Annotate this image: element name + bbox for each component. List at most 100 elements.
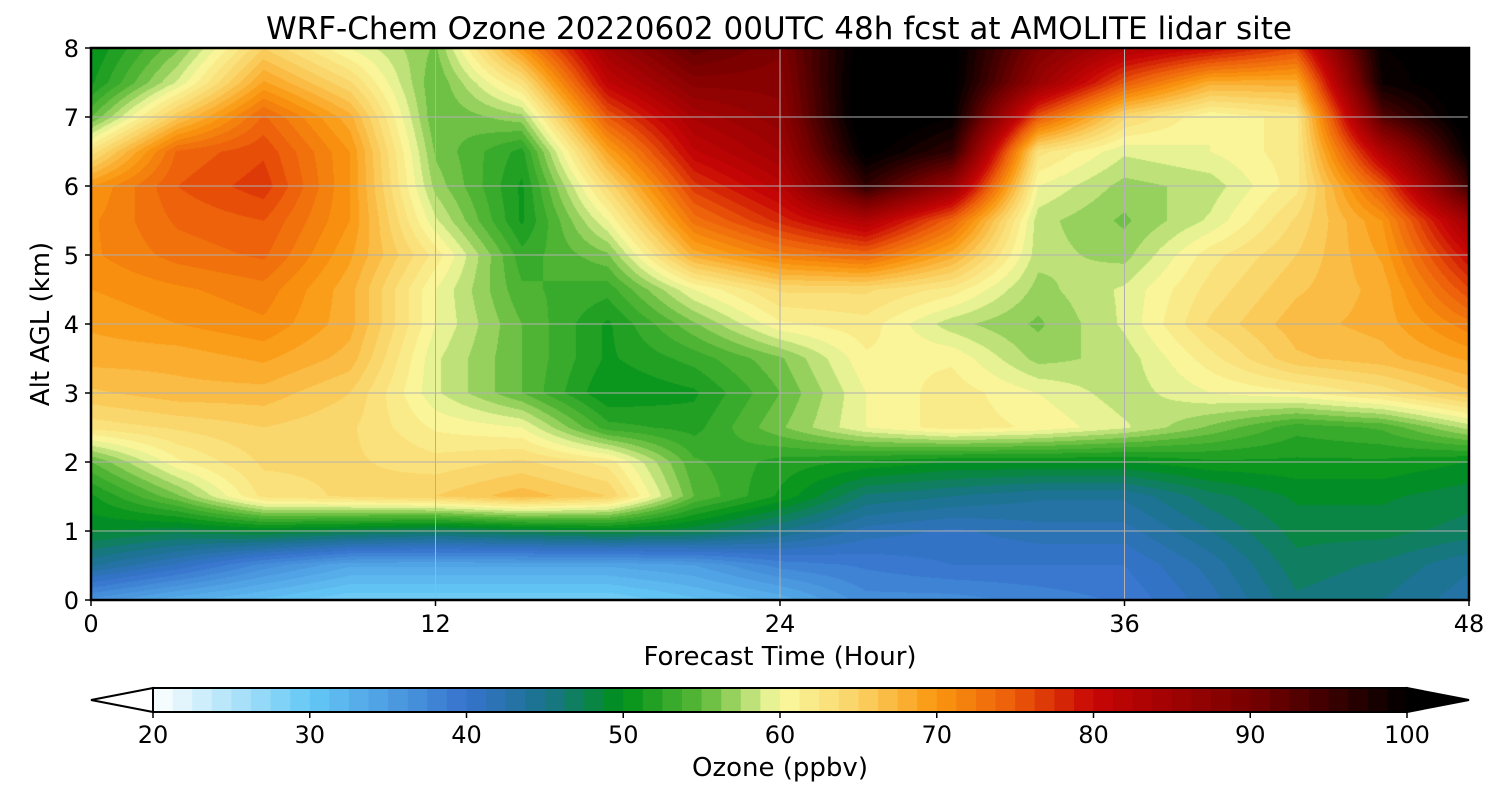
y-axis-label: Alt AGL (km) — [26, 242, 56, 406]
y-tick-label: 3 — [64, 380, 79, 408]
colorbar-segments — [153, 688, 1408, 712]
colorbar-segment — [192, 688, 213, 712]
y-axis: 0 1 2 3 4 5 6 7 8 — [64, 35, 91, 615]
colorbar-segment — [917, 688, 938, 712]
y-tick-label: 2 — [64, 449, 79, 477]
colorbar-segment — [1073, 688, 1095, 712]
colorbar-segment — [584, 688, 605, 712]
colorbar-segment — [1367, 688, 1389, 712]
colorbar-tick-label: 80 — [1078, 721, 1109, 749]
colorbar-segment — [407, 688, 428, 712]
colorbar-segment — [662, 688, 683, 712]
colorbar-segment — [1328, 688, 1349, 712]
colorbar-segment — [838, 688, 859, 712]
colorbar-segment — [270, 688, 291, 712]
colorbar-segment — [721, 688, 742, 712]
colorbar-ticks: 20 30 40 50 60 70 80 90 100 — [138, 712, 1430, 749]
colorbar-segment — [975, 688, 997, 712]
colorbar-tick-label: 60 — [765, 721, 796, 749]
colorbar-segment — [1211, 688, 1232, 712]
colorbar-segment — [211, 688, 232, 712]
colorbar-segment — [172, 688, 193, 712]
colorbar-segment — [153, 688, 174, 712]
colorbar-segment — [1054, 688, 1075, 712]
y-tick-label: 0 — [64, 587, 79, 615]
plot-area — [89, 46, 1471, 602]
colorbar-segment — [936, 688, 957, 712]
colorbar-segment — [388, 688, 409, 712]
chart-title: WRF-Chem Ozone 20220602 00UTC 48h fcst a… — [266, 11, 1292, 47]
colorbar-tick-label: 20 — [138, 721, 169, 749]
colorbar-segment — [544, 688, 566, 712]
colorbar-segment — [250, 688, 272, 712]
colorbar-tick-label: 40 — [451, 721, 482, 749]
colorbar-segment — [231, 688, 252, 712]
colorbar-segment — [760, 688, 781, 712]
colorbar-segment — [877, 688, 899, 712]
colorbar-segment — [956, 688, 977, 712]
x-tick-label: 24 — [765, 610, 796, 638]
colorbar-segment — [1289, 688, 1310, 712]
colorbar-segment — [1250, 688, 1271, 712]
colorbar-segment — [780, 688, 801, 712]
y-tick-label: 8 — [64, 35, 79, 63]
colorbar-segment — [799, 688, 820, 712]
colorbar-segment — [701, 688, 722, 712]
colorbar-segment — [995, 688, 1016, 712]
colorbar-segment — [603, 688, 624, 712]
colorbar-segment — [525, 688, 546, 712]
colorbar-segment — [368, 688, 389, 712]
colorbar-tick-label: 50 — [608, 721, 639, 749]
x-tick-label: 0 — [83, 610, 98, 638]
colorbar-tick-label: 100 — [1384, 721, 1430, 749]
colorbar-segment — [309, 688, 330, 712]
colorbar-tick-label: 90 — [1235, 721, 1266, 749]
colorbar-segment — [1015, 688, 1036, 712]
colorbar-segment — [682, 688, 703, 712]
colorbar-segment — [1230, 688, 1251, 712]
colorbar-segment — [642, 688, 664, 712]
colorbar-segment — [1034, 688, 1055, 712]
colorbar-segment — [1191, 688, 1212, 712]
y-tick-label: 1 — [64, 518, 79, 546]
x-tick-label: 48 — [1454, 610, 1485, 638]
colorbar-segment — [1093, 688, 1114, 712]
x-axis-label: Forecast Time (Hour) — [643, 642, 916, 672]
colorbar-segment — [329, 688, 350, 712]
colorbar-segment — [1387, 688, 1408, 712]
colorbar-label: Ozone (ppbv) — [692, 753, 868, 783]
colorbar-segment — [1269, 688, 1291, 712]
y-tick-label: 4 — [64, 311, 79, 339]
colorbar-low-extension — [90, 686, 154, 714]
y-tick-label: 7 — [64, 104, 79, 132]
colorbar-segment — [564, 688, 585, 712]
colorbar-tick-label: 70 — [921, 721, 952, 749]
x-tick-label: 36 — [1109, 610, 1140, 638]
colorbar-segment — [1113, 688, 1134, 712]
colorbar-segment — [858, 688, 879, 712]
y-tick-label: 5 — [64, 242, 79, 270]
colorbar-segment — [819, 688, 840, 712]
colorbar-tick-label: 30 — [294, 721, 325, 749]
colorbar-segment — [1171, 688, 1193, 712]
colorbar-segment — [348, 688, 370, 712]
colorbar-segment — [486, 688, 507, 712]
x-tick-label: 12 — [420, 610, 451, 638]
colorbar-segment — [446, 688, 468, 712]
x-axis: 0 12 24 36 48 — [83, 600, 1484, 638]
colorbar-segment — [623, 688, 644, 712]
colorbar-segment — [740, 688, 762, 712]
colorbar-segment — [1152, 688, 1173, 712]
colorbar-segment — [1132, 688, 1153, 712]
colorbar-high-extension — [1406, 686, 1470, 714]
colorbar-segment — [1309, 688, 1330, 712]
colorbar-segment — [1348, 688, 1369, 712]
y-tick-label: 6 — [64, 173, 79, 201]
colorbar-segment — [505, 688, 526, 712]
colorbar-segment — [897, 688, 918, 712]
colorbar: 20 30 40 50 60 70 80 90 100 — [90, 686, 1470, 749]
colorbar-segment — [466, 688, 487, 712]
colorbar-segment — [427, 688, 448, 712]
